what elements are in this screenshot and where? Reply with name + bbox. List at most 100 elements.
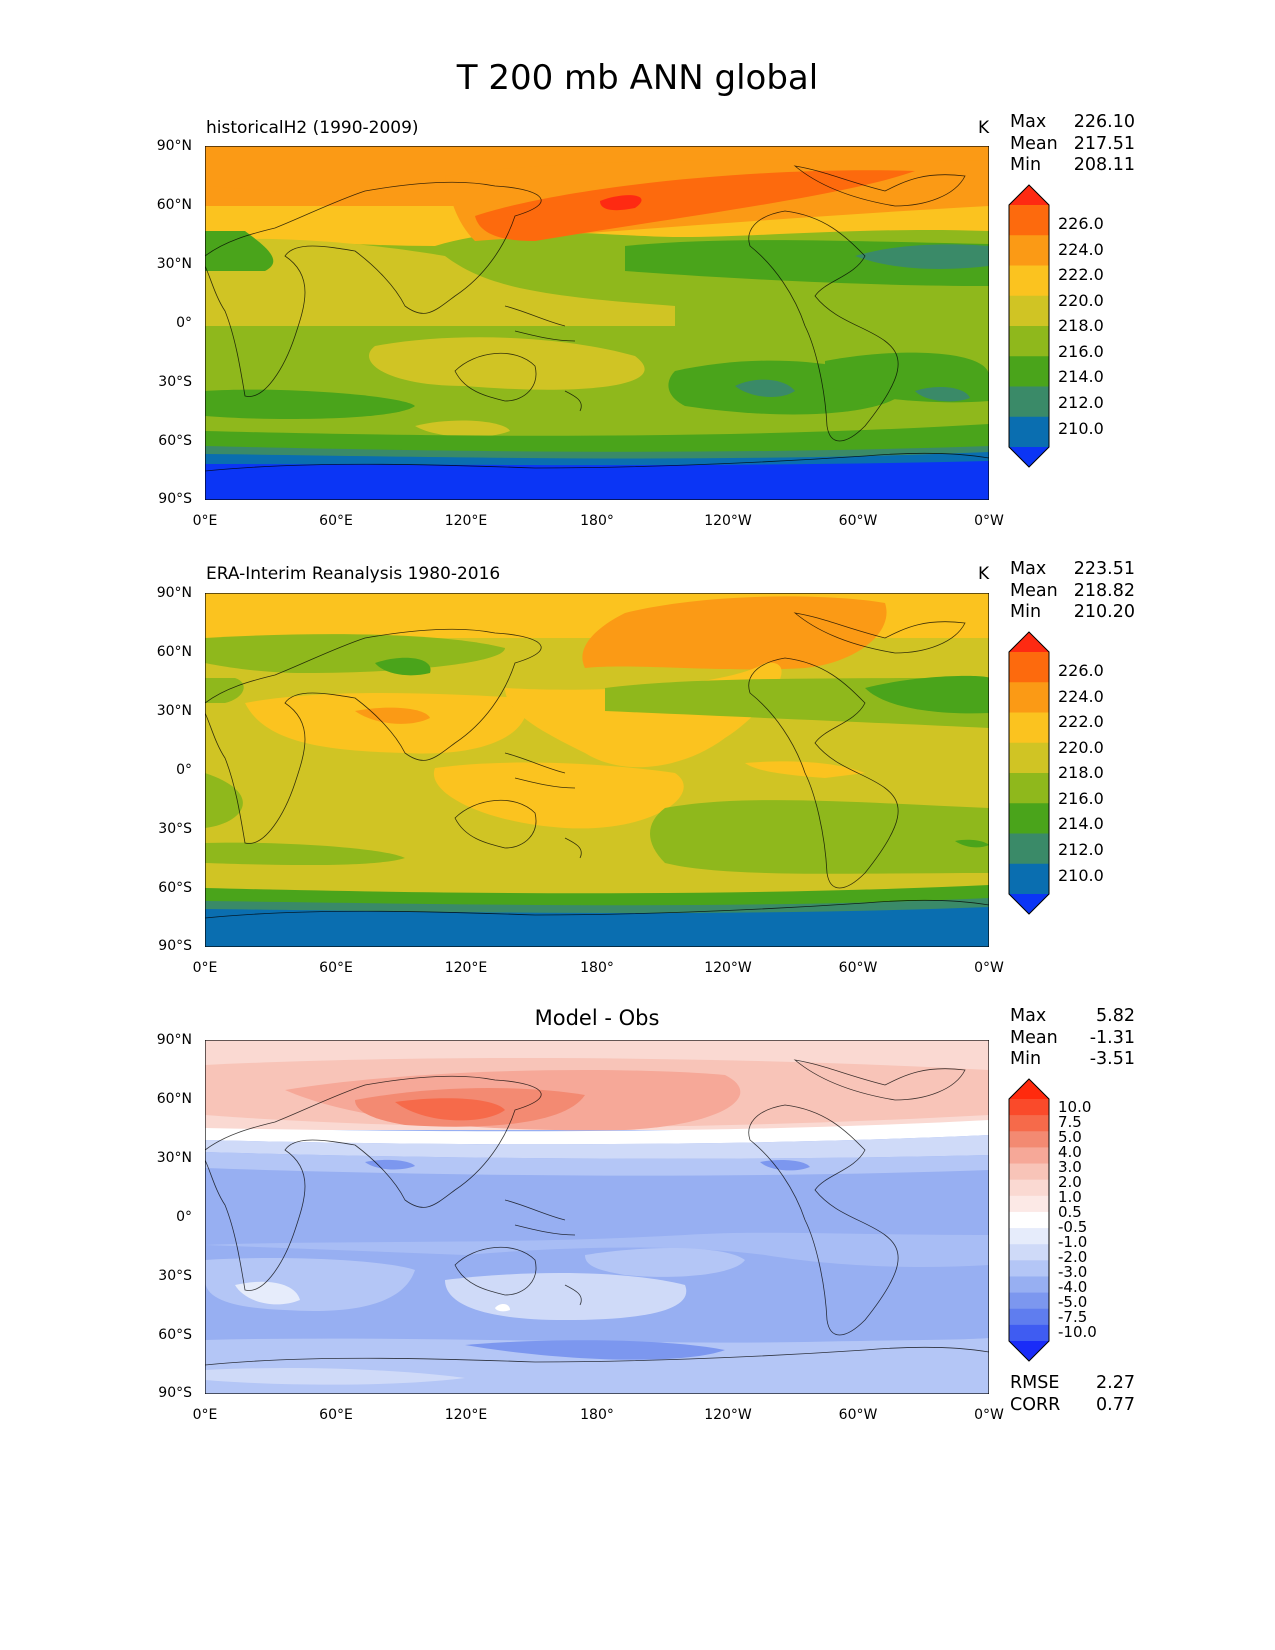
colorbar-tick: -10.0 (1058, 1323, 1097, 1341)
panel2-map (205, 593, 989, 947)
colorbar-segment (1009, 185, 1049, 205)
colorbar-segment (1009, 1324, 1049, 1342)
colorbar-segment (1009, 356, 1049, 387)
lon-tick: 0°W (974, 1407, 1004, 1423)
panel1-colorbar (1008, 184, 1050, 468)
corr-label: CORR (1010, 1394, 1061, 1415)
colorbar-tick: 220.0 (1058, 291, 1104, 310)
stat-max-label: Max (1010, 1006, 1047, 1026)
lon-tick: 180° (580, 1407, 614, 1423)
panel1-title: historicalH2 (1990-2009) (206, 118, 419, 138)
colorbar-tick: 216.0 (1058, 789, 1104, 808)
corr-value: 0.77 (1096, 1394, 1135, 1415)
colorbar-segment (1009, 632, 1049, 652)
colorbar-tick: -5.0 (1058, 1293, 1088, 1311)
lat-tick: 0° (176, 1209, 192, 1225)
colorbar-outline (1008, 184, 1050, 468)
colorbar-segment (1009, 265, 1049, 297)
lon-tick: 120°E (444, 1407, 488, 1423)
lat-tick: 90°S (158, 491, 192, 507)
colorbar-tick: 218.0 (1058, 763, 1104, 782)
lat-tick: 90°S (158, 1385, 192, 1401)
colorbar-outline (1008, 631, 1050, 915)
panel3-stats: Max 5.82 Mean -1.31 Min -3.51 (1010, 1006, 1135, 1071)
stat-max-value: 226.10 (1073, 112, 1135, 132)
panel3-metrics: RMSE 2.27 CORR 0.77 (1010, 1373, 1135, 1416)
panel3-title: Model - Obs (534, 1006, 660, 1030)
colorbar-tick: 212.0 (1058, 840, 1104, 859)
colorbar-segment (1009, 863, 1049, 895)
stat-mean-label: Mean (1010, 580, 1058, 601)
lon-tick: 120°E (444, 513, 488, 529)
lon-tick: 60°W (838, 1407, 878, 1423)
colorbar-tick: -3.0 (1058, 1263, 1088, 1281)
lat-tick: 60°S (158, 880, 192, 896)
stat-mean-value: 218.82 (1073, 580, 1135, 601)
colorbar-tick: 224.0 (1058, 240, 1104, 259)
stat-min-label: Min (1010, 1049, 1042, 1069)
colorbar-segment (1009, 447, 1049, 467)
panel1-map (205, 146, 989, 500)
lon-tick: 0°E (192, 1407, 218, 1423)
lat-tick: 60°N (156, 644, 192, 660)
colorbar-segment (1009, 712, 1049, 744)
lon-tick: 120°W (704, 513, 752, 529)
stat-mean-label: Mean (1010, 133, 1058, 154)
colorbar-tick: 4.0 (1058, 1143, 1082, 1161)
lat-tick: 60°N (156, 197, 192, 213)
colorbar-tick: 226.0 (1058, 661, 1104, 680)
figure-title: T 200 mb ANN global (456, 58, 819, 98)
colorbar-segment (1009, 1179, 1049, 1197)
lon-tick: 180° (580, 513, 614, 529)
colorbar-tick: -4.0 (1058, 1278, 1088, 1296)
panel2-stats: Max 223.51 Mean 218.82 Min 210.20 (1010, 559, 1135, 624)
colorbar-segment (1009, 1341, 1049, 1361)
stat-mean-label: Mean (1010, 1027, 1058, 1048)
colorbar-tick: 222.0 (1058, 712, 1104, 731)
lon-tick: 0°E (192, 513, 218, 529)
colorbar-tick: 216.0 (1058, 342, 1104, 361)
lat-tick: 30°S (158, 1268, 192, 1284)
lon-tick: 60°E (319, 960, 353, 976)
lat-tick: 30°N (156, 1150, 192, 1166)
colorbar-tick: 220.0 (1058, 738, 1104, 757)
lat-tick: 30°N (156, 256, 192, 272)
panel2-units: K (978, 564, 990, 584)
stat-mean-value: 217.51 (1073, 133, 1135, 154)
colorbar-segment (1009, 1099, 1049, 1116)
stat-min-value: 208.11 (1073, 155, 1135, 175)
colorbar-segment (1009, 1147, 1049, 1165)
colorbar-segment (1009, 1115, 1049, 1132)
colorbar-tick: 5.0 (1058, 1128, 1082, 1146)
colorbar-tick: 10.0 (1058, 1098, 1092, 1116)
colorbar-tick: -7.5 (1058, 1308, 1088, 1326)
colorbar-segment (1009, 326, 1049, 357)
lon-tick: 0°E (192, 960, 218, 976)
stat-max-value: 5.82 (1096, 1006, 1135, 1026)
colorbar-tick: -0.5 (1058, 1218, 1088, 1236)
colorbar-segment (1009, 1276, 1049, 1294)
lat-tick: 90°N (156, 138, 192, 154)
colorbar-segment (1009, 833, 1049, 865)
colorbar-segment (1009, 803, 1049, 834)
lat-tick: 60°S (158, 433, 192, 449)
colorbar-tick: -2.0 (1058, 1248, 1088, 1266)
stat-min-label: Min (1010, 602, 1042, 622)
colorbar-segment (1009, 1292, 1049, 1310)
colorbar-segment (1009, 1131, 1049, 1148)
lon-tick: 60°W (838, 960, 878, 976)
colorbar-segment (1009, 1308, 1049, 1326)
lat-tick: 30°S (158, 821, 192, 837)
colorbar-tick: 214.0 (1058, 814, 1104, 833)
colorbar-outline (1008, 1078, 1050, 1362)
colorbar-tick: 226.0 (1058, 214, 1104, 233)
stat-mean-value: -1.31 (1089, 1027, 1135, 1048)
colorbar-segment (1009, 1228, 1049, 1245)
panel3-map (205, 1040, 989, 1394)
colorbar-segment (1009, 416, 1049, 448)
colorbar-segment (1009, 682, 1049, 713)
colorbar-segment (1009, 1079, 1049, 1099)
panel2-title: ERA-Interim Reanalysis 1980-2016 (206, 564, 501, 584)
lon-tick: 60°E (319, 1407, 353, 1423)
colorbar-segment (1009, 1163, 1049, 1181)
